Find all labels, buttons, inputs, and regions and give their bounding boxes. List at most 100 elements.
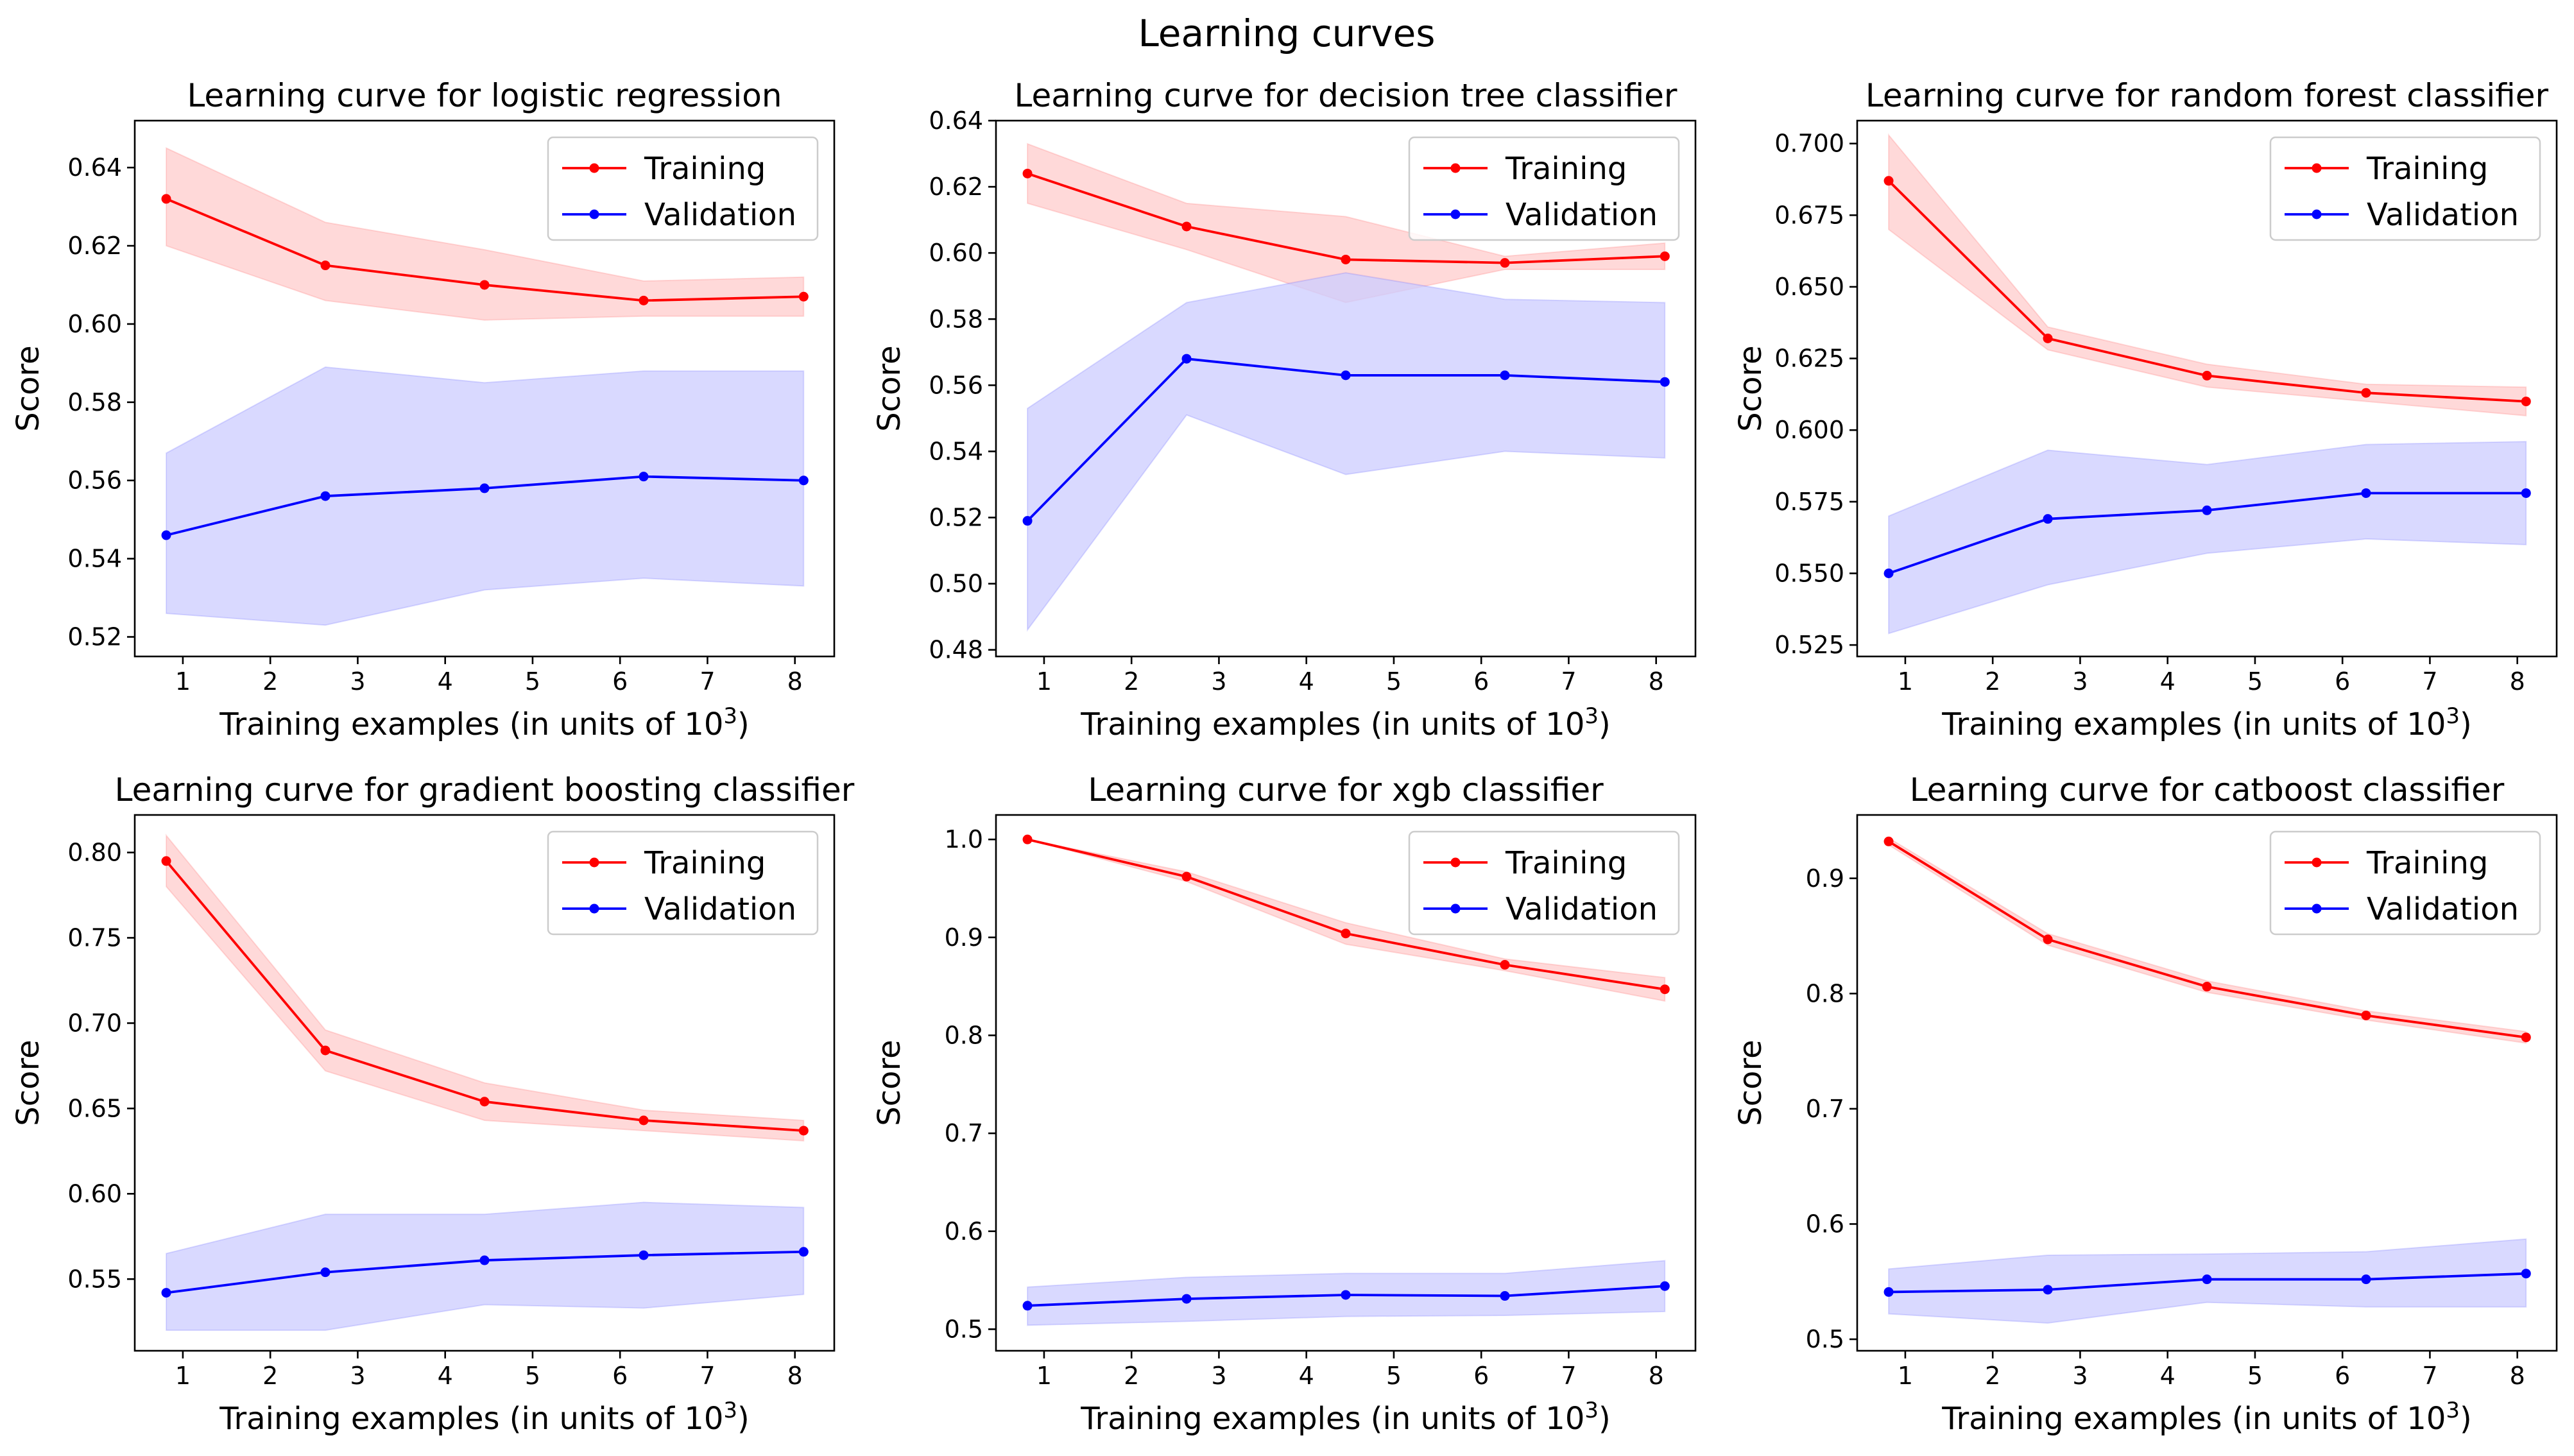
point-training xyxy=(1500,960,1510,970)
x-tick-label: 1 xyxy=(1036,1362,1052,1390)
x-tick-label: 4 xyxy=(438,667,453,696)
x-tick-label: 2 xyxy=(1124,667,1139,696)
y-tick-label: 0.6 xyxy=(1806,1210,1844,1238)
legend-swatch-marker xyxy=(2312,857,2322,868)
point-validation xyxy=(2521,1269,2531,1279)
subplot-6: 1 2 3 4 5 6 7 8 0.5 0.6 0.7 0.8 0.9 Learning curve fo… xyxy=(1733,771,2558,1437)
point-training xyxy=(2521,397,2531,407)
point-validation xyxy=(2521,488,2531,498)
legend-swatch-marker xyxy=(2312,209,2322,219)
legend-entry: Training xyxy=(1505,151,1627,187)
legend: Training Validation xyxy=(2269,136,2541,241)
x-tick-label: 5 xyxy=(525,1362,540,1390)
x-tick-label: 6 xyxy=(612,667,628,696)
point-validation xyxy=(1022,1301,1033,1311)
y-tick-label: 0.64 xyxy=(67,153,122,182)
point-validation xyxy=(2043,1285,2053,1295)
point-validation xyxy=(161,1288,171,1298)
y-tick-label: 0.75 xyxy=(67,923,122,952)
point-validation xyxy=(1500,1291,1510,1301)
x-tick-label: 4 xyxy=(2160,1362,2175,1390)
point-training xyxy=(2521,1032,2531,1043)
axes-frame xyxy=(133,814,836,1352)
point-training xyxy=(479,1097,490,1107)
point-validation xyxy=(798,475,809,486)
y-tick-label: 0.6 xyxy=(945,1217,983,1246)
band-training xyxy=(166,834,805,1142)
axes-frame xyxy=(995,814,1697,1352)
x-axis-label: Training examples (in units of 103) xyxy=(1080,1398,1611,1437)
point-training xyxy=(2202,982,2212,992)
subplot-1: 1 2 3 4 5 6 7 8 0.52 0.54 0.56 0.58 0.60 0.62 0.64 Lear… xyxy=(10,77,836,742)
point-training xyxy=(1883,176,1894,186)
point-validation xyxy=(1883,569,1894,579)
point-validation xyxy=(2043,514,2053,524)
x-axis-label: Training examples (in units of 103) xyxy=(1941,1398,2472,1437)
y-tick-label: 0.54 xyxy=(67,545,122,573)
x-tick-label: 3 xyxy=(350,1362,365,1390)
band-training xyxy=(1888,837,2527,1044)
legend: Training Validation xyxy=(2269,830,2541,936)
x-tick-label: 5 xyxy=(1386,1362,1402,1390)
y-tick-label: 0.5 xyxy=(945,1315,983,1343)
legend-entry: Validation xyxy=(2367,891,2519,927)
x-tick-label: 7 xyxy=(1561,667,1576,696)
subplot-title: Learning curve for xgb classifier xyxy=(1088,771,1604,809)
y-tick-label: 0.575 xyxy=(1774,488,1844,516)
subplot-title: Learning curve for catboost classifier xyxy=(1910,771,2505,809)
y-tick-label: 0.7 xyxy=(945,1119,983,1147)
legend-swatch-marker xyxy=(1450,209,1461,219)
x-tick-label: 7 xyxy=(1561,1362,1576,1390)
axes-frame xyxy=(1856,814,2558,1352)
point-training xyxy=(1341,929,1351,939)
y-tick-label: 0.64 xyxy=(929,107,983,135)
y-tick-label: 0.80 xyxy=(67,839,122,867)
y-tick-label: 0.65 xyxy=(67,1094,122,1122)
legend-entry: Training xyxy=(644,845,766,881)
y-tick-label: 0.5 xyxy=(1806,1325,1844,1353)
point-training xyxy=(798,1126,809,1136)
point-training xyxy=(639,1115,649,1126)
y-tick-label: 0.62 xyxy=(929,173,983,201)
point-validation xyxy=(479,1255,490,1265)
point-training xyxy=(161,856,171,866)
x-tick-label: 8 xyxy=(2510,667,2525,696)
x-tick-label: 6 xyxy=(2335,1362,2350,1390)
figure-title: Learning curves xyxy=(1138,12,1436,55)
x-tick-label: 1 xyxy=(1898,667,1913,696)
x-tick-label: 2 xyxy=(262,667,278,696)
x-tick-label: 2 xyxy=(1124,1362,1139,1390)
x-axis-label: Training examples (in units of 103) xyxy=(219,703,750,742)
x-tick-label: 8 xyxy=(1649,667,1664,696)
point-training xyxy=(639,295,649,305)
band-validation xyxy=(166,1201,805,1332)
point-validation xyxy=(2361,1274,2371,1285)
point-validation xyxy=(798,1247,809,1257)
legend: Training Validation xyxy=(1408,830,1680,936)
x-tick-label: 8 xyxy=(1649,1362,1664,1390)
y-axis-label: Score xyxy=(10,345,46,431)
legend-swatch-marker xyxy=(2312,904,2322,914)
legend-swatch-marker xyxy=(589,857,599,868)
x-axis-label: Training examples (in units of 103) xyxy=(1080,703,1611,742)
x-tick-label: 2 xyxy=(1985,1362,2000,1390)
point-training xyxy=(1181,221,1192,232)
subplot-2: 1 2 3 4 5 6 7 8 0.48 0.50 0.52 0.54 0.56 0.58 0.60 0.62… xyxy=(871,77,1697,742)
legend-entry: Training xyxy=(2366,151,2488,187)
y-tick-label: 0.50 xyxy=(929,570,983,598)
x-tick-label: 5 xyxy=(2247,1362,2263,1390)
point-training xyxy=(1660,984,1670,995)
point-training xyxy=(320,1045,330,1056)
y-tick-label: 0.60 xyxy=(67,310,122,338)
legend-entry: Training xyxy=(644,151,766,187)
y-tick-label: 0.56 xyxy=(929,371,983,399)
x-tick-label: 8 xyxy=(2510,1362,2525,1390)
x-tick-label: 3 xyxy=(2072,1362,2088,1390)
point-training xyxy=(1883,836,1894,846)
x-tick-label: 6 xyxy=(2335,667,2350,696)
point-validation xyxy=(1022,516,1033,526)
y-tick-label: 0.60 xyxy=(929,239,983,267)
y-tick-label: 0.650 xyxy=(1774,273,1844,301)
point-training xyxy=(1022,168,1033,178)
point-validation xyxy=(161,530,171,540)
